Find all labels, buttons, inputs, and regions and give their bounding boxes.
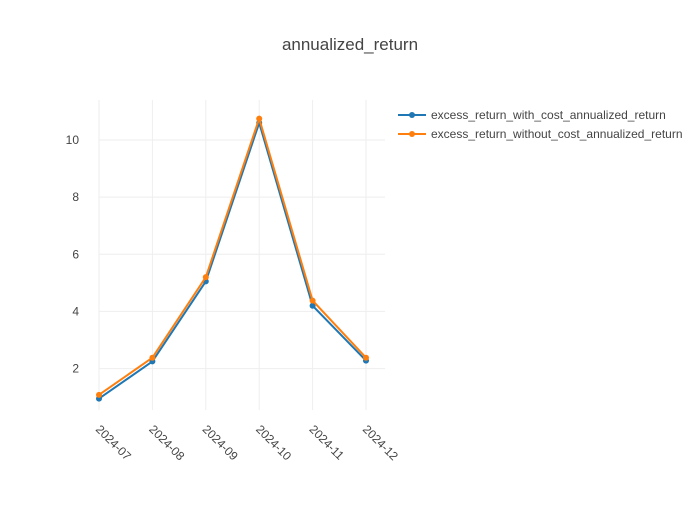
chart-title: annualized_return [282, 35, 418, 54]
x-tick-label: 2024-11 [306, 422, 347, 463]
x-tick-label: 2024-08 [146, 422, 187, 463]
y-tick-label: 4 [72, 304, 79, 318]
y-tick-label: 6 [72, 247, 79, 261]
marker [309, 302, 316, 309]
marker [363, 354, 369, 361]
y-tick-label: 10 [66, 133, 80, 147]
x-tick-label: 2024-07 [93, 422, 134, 463]
y-tick-label: 2 [72, 362, 79, 376]
x-tick-label: 2024-12 [360, 422, 401, 463]
line [98, 119, 367, 400]
line [98, 115, 367, 396]
marker [202, 274, 209, 281]
marker [256, 115, 263, 122]
legend-marker [409, 112, 415, 118]
marker [96, 391, 102, 398]
x-tick-label: 2024-09 [200, 422, 241, 463]
marker [309, 297, 316, 304]
x-tick-label: 2024-10 [253, 422, 294, 463]
legend-label: excess_return_with_cost_annualized_retur… [431, 108, 666, 122]
legend-label: excess_return_without_cost_annualized_re… [431, 127, 683, 141]
y-tick-label: 8 [72, 190, 79, 204]
marker [149, 354, 156, 361]
legend-marker [409, 131, 415, 137]
